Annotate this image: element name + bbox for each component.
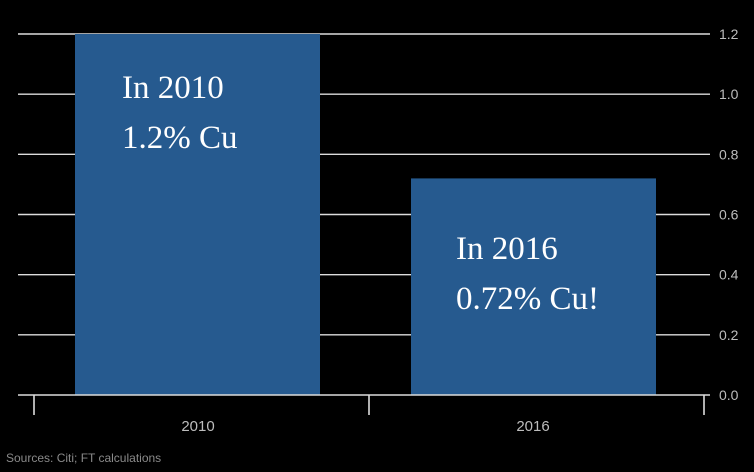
bar-2016	[411, 178, 656, 395]
bar-annotation: 0.72% Cu!	[456, 281, 599, 317]
y-axis-ticks: 0.0 0.2 0.4 0.6 0.8 1.0 1.2	[719, 26, 739, 403]
annotations: In 2010 1.2% Cu In 2016 0.72% Cu!	[122, 70, 599, 317]
bars	[75, 34, 656, 395]
y-tick-label: 1.2	[719, 26, 739, 42]
x-tick-label: 2010	[181, 418, 214, 435]
y-tick-label: 0.2	[719, 327, 739, 343]
y-tick-label: 0.0	[719, 387, 739, 403]
y-tick-label: 0.4	[719, 267, 739, 283]
bar-annotation: In 2016	[456, 231, 558, 267]
bar-annotation: 1.2% Cu	[122, 120, 238, 156]
x-tick-label: 2016	[516, 418, 549, 435]
y-tick-label: 1.0	[719, 86, 739, 102]
bar-2010	[75, 34, 320, 395]
source-note: Sources: Citi; FT calculations	[6, 451, 162, 465]
y-tick-label: 0.8	[719, 146, 739, 162]
bar-annotation: In 2010	[122, 70, 224, 106]
y-tick-label: 0.6	[719, 207, 739, 223]
x-axis: 2010 2016	[18, 394, 710, 435]
